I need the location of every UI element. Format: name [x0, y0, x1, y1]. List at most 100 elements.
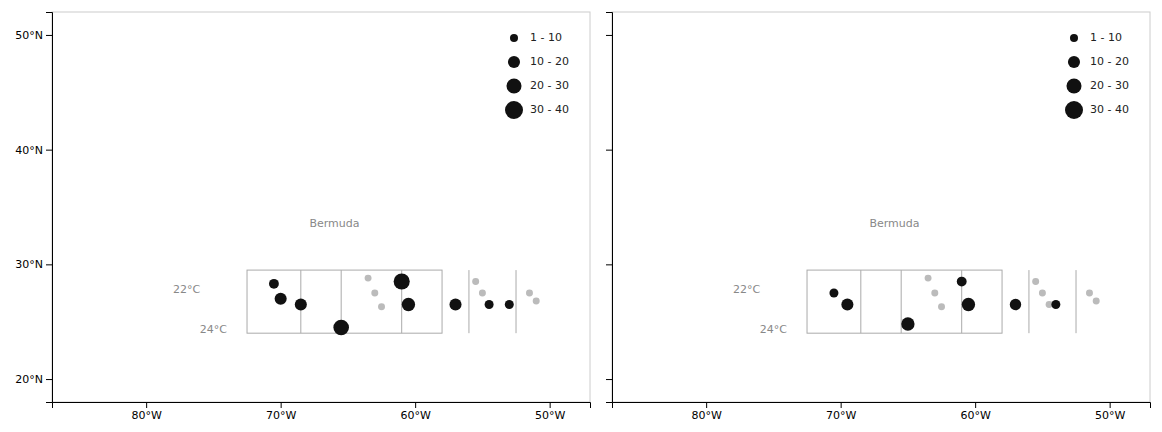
axis-line: [613, 403, 1151, 409]
dot: [938, 303, 945, 310]
annotation: 22°C: [173, 283, 200, 296]
tick-mark: [281, 402, 282, 408]
tick: 70°W: [826, 402, 856, 422]
dot: [505, 300, 514, 309]
x-axis: 80°W 70°W 60°W 50°W: [613, 402, 1151, 422]
legend-symbol: [1068, 56, 1080, 68]
x-axis: 80°W 70°W 60°W 50°W: [53, 402, 591, 422]
tick: 50°W: [1095, 402, 1125, 422]
tick: 60°W: [960, 402, 990, 422]
plot-frame: [612, 12, 1150, 402]
dot: [371, 290, 378, 297]
tick-label: 70°W: [266, 409, 296, 422]
tick-mark: [606, 379, 612, 380]
legend-symbol: [505, 101, 523, 119]
legend-symbol: [506, 78, 521, 93]
dot: [841, 298, 853, 310]
tick-mark: [1110, 402, 1111, 408]
tick-mark: [606, 150, 612, 151]
legend-label: 20 - 30: [530, 79, 569, 92]
tick-label: 60°W: [960, 409, 990, 422]
tick-label: 40°N: [15, 144, 43, 157]
tick: [606, 35, 612, 36]
legend-label: 10 - 20: [1090, 55, 1129, 68]
tick: [606, 264, 612, 265]
tick-label: 80°W: [131, 409, 161, 422]
tick: 30°N: [15, 258, 52, 271]
dot: [479, 290, 486, 297]
dot: [402, 298, 415, 311]
dot: [269, 279, 279, 289]
dot: [962, 298, 975, 311]
annotation: 24°C: [760, 323, 787, 336]
station-line: [1028, 270, 1029, 333]
marks: [807, 270, 1100, 333]
dot: [365, 275, 372, 282]
dot: [1032, 278, 1039, 285]
tick-label: 80°W: [691, 409, 721, 422]
tick: [606, 150, 612, 151]
axis-line: [46, 13, 53, 403]
annotation: Bermuda: [309, 217, 359, 230]
legend-symbol: [1070, 34, 1078, 42]
tick: 80°W: [131, 402, 161, 422]
dot: [526, 290, 533, 297]
legend-symbol: [1066, 78, 1081, 93]
tick: 60°W: [400, 402, 430, 422]
legend: 1 - 1010 - 2020 - 3030 - 40: [1065, 31, 1129, 119]
tick-mark: [415, 402, 416, 408]
dot: [275, 293, 287, 305]
dot: [1051, 300, 1060, 309]
legend-label: 20 - 30: [1090, 79, 1129, 92]
tick-mark: [146, 402, 147, 408]
dot: [333, 320, 349, 336]
marks: [247, 270, 540, 335]
legend: 1 - 10 10 - 20 20 - 30 30 - 40: [505, 31, 569, 119]
tick-label: 70°W: [826, 409, 856, 422]
tick-mark: [46, 379, 52, 380]
dot: [925, 275, 932, 282]
dot: [957, 277, 967, 287]
axis-line: [606, 13, 613, 403]
station-line: [1076, 270, 1077, 333]
dot: [1093, 298, 1100, 305]
tick-mark: [46, 264, 52, 265]
tick-mark: [606, 264, 612, 265]
dot: [449, 298, 461, 310]
tick-label: 60°W: [400, 409, 430, 422]
y-axis: 20°N 30°N 40°N 50°N: [15, 13, 52, 403]
tick: 70°W: [266, 402, 296, 422]
station-line: [860, 270, 861, 333]
tick-label: 20°N: [15, 373, 43, 386]
tick-mark: [841, 402, 842, 408]
tick: 50°N: [15, 29, 52, 42]
series: [829, 277, 1060, 331]
panel: 80°W70°W60°W50°WBermuda22°C24°C1 - 1010 …: [606, 12, 1151, 422]
legend-label: 30 - 40: [1090, 103, 1129, 116]
tick-label: 30°N: [15, 258, 43, 271]
legend-symbol: [1065, 101, 1083, 119]
tick: 50°W: [535, 402, 565, 422]
dot: [485, 300, 494, 309]
tick: 20°N: [15, 373, 52, 386]
annotation: Bermuda: [869, 217, 919, 230]
tick: [606, 379, 612, 380]
series: [365, 275, 540, 311]
y-axis: [606, 13, 613, 403]
station-line: [468, 270, 469, 333]
tick-mark: [975, 402, 976, 408]
dot: [1010, 299, 1021, 310]
legend-label: 30 - 40: [530, 103, 569, 116]
plot-frame: [52, 12, 590, 402]
tick: 40°N: [15, 144, 52, 157]
chart: 80°W 70°W 60°W 50°W 20°N 30°N 40°N 50°N Bermuda 2…: [0, 0, 1162, 432]
legend-label: 1 - 10: [530, 31, 562, 44]
series: [925, 275, 1100, 311]
survey-box: [807, 270, 1002, 333]
dot: [901, 317, 914, 330]
tick-mark: [46, 35, 52, 36]
legend-label: 10 - 20: [530, 55, 569, 68]
station-line: [516, 270, 517, 333]
tick-mark: [46, 150, 52, 151]
dot: [472, 278, 479, 285]
